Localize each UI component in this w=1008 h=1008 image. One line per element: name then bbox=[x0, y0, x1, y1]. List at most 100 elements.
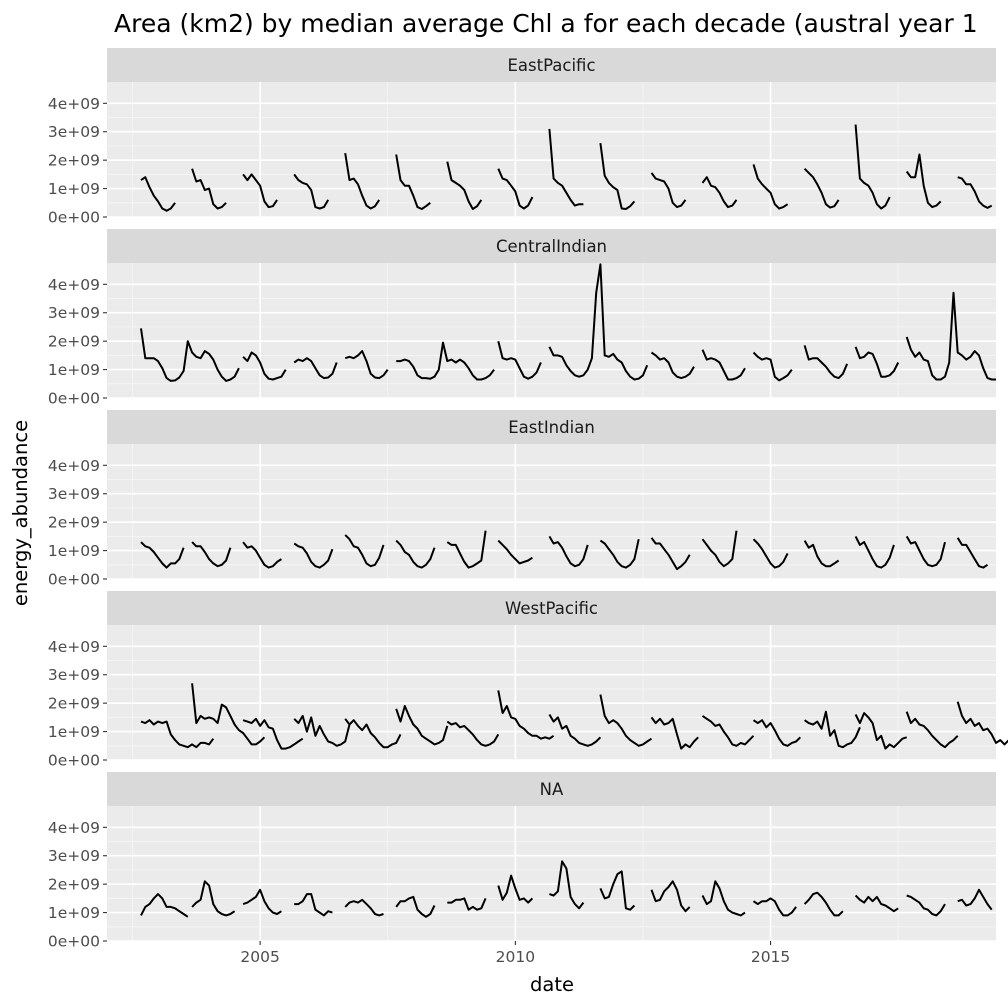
y-tick-label: 2e+09 bbox=[48, 876, 100, 894]
facet-panels: EastPacific 0e+00 1e+09 2e+09 3e+09 4e+09 Cent… bbox=[48, 48, 1008, 951]
y-tick-label: 3e+09 bbox=[48, 666, 100, 684]
y-tick-label: 4e+09 bbox=[48, 457, 100, 475]
series-line-segment bbox=[293, 542, 334, 569]
facet-strip-label: CentralIndian bbox=[496, 237, 607, 256]
series-line-segment bbox=[701, 880, 746, 917]
y-tick-label: 2e+09 bbox=[48, 152, 100, 170]
series-line-segment bbox=[140, 719, 215, 749]
facet-panel: EastPacific 0e+00 1e+09 2e+09 3e+09 4e+09 bbox=[48, 48, 996, 227]
facet-panel: CentralIndian 0e+00 1e+09 2e+09 3e+09 4e+09 bbox=[48, 229, 996, 408]
series-line-segment bbox=[804, 710, 861, 749]
series-line-segment bbox=[344, 350, 389, 380]
facet-panel: NA 0e+00 1e+09 2e+09 3e+09 4e+09 bbox=[48, 772, 996, 951]
series-line-segment bbox=[803, 891, 844, 917]
series-line-segment bbox=[344, 898, 384, 917]
panel-background bbox=[107, 806, 996, 941]
y-tick-label: 1e+09 bbox=[48, 904, 100, 922]
series-line-segment bbox=[293, 714, 351, 747]
series-line-segment bbox=[395, 154, 431, 210]
series-line-segment bbox=[956, 701, 1008, 746]
y-tick-label: 0e+00 bbox=[48, 209, 100, 227]
y-tick-label: 4e+09 bbox=[48, 819, 100, 837]
y-tick-label: 4e+09 bbox=[48, 95, 100, 113]
series-line-segment bbox=[140, 176, 176, 212]
x-tick-label: 2005 bbox=[240, 948, 279, 966]
facet-strip bbox=[107, 591, 996, 625]
facet-strip bbox=[107, 229, 996, 263]
series-line-segment bbox=[395, 539, 436, 569]
series-line-segment bbox=[396, 341, 495, 381]
series-line-segment bbox=[854, 346, 900, 378]
y-tick-label: 1e+09 bbox=[48, 723, 100, 741]
y-tick-label: 0e+00 bbox=[48, 390, 100, 408]
series-line-segment bbox=[293, 173, 330, 210]
facet-strip bbox=[107, 772, 996, 806]
series-line-segment bbox=[752, 164, 789, 210]
series-line-segment bbox=[140, 328, 240, 382]
series-line-segment bbox=[497, 690, 555, 740]
y-tick-label: 2e+09 bbox=[48, 695, 100, 713]
y-tick-label: 3e+09 bbox=[48, 304, 100, 322]
series-line-segment bbox=[752, 719, 802, 747]
x-axis: 2005 2010 2015 bbox=[240, 941, 790, 966]
series-line-segment bbox=[191, 168, 227, 210]
series-line-segment bbox=[344, 718, 402, 749]
y-tick-label: 4e+09 bbox=[48, 638, 100, 656]
series-line-segment bbox=[140, 541, 185, 569]
series-line-segment bbox=[497, 168, 534, 210]
chart-title: Area (km2) by median average Chl a for e… bbox=[114, 9, 978, 38]
y-tick-label: 1e+09 bbox=[48, 180, 100, 198]
series-line-segment bbox=[854, 712, 908, 750]
panel-background bbox=[107, 625, 996, 760]
x-tick-label: 2015 bbox=[751, 948, 790, 966]
series-line-segment bbox=[140, 893, 189, 918]
facet-strip bbox=[107, 410, 996, 444]
facet-panel: WestPacific 0e+00 1e+09 2e+09 3e+09 4e+09 bbox=[48, 591, 1008, 770]
series-line-segment bbox=[905, 711, 959, 749]
series-line-segment bbox=[905, 535, 946, 568]
series-line-segment bbox=[956, 537, 989, 569]
y-tick-label: 0e+00 bbox=[48, 571, 100, 589]
series-line-segment bbox=[446, 720, 500, 747]
y-tick-label: 2e+09 bbox=[48, 333, 100, 351]
series-line-segment bbox=[905, 153, 942, 209]
y-tick-label: 3e+09 bbox=[48, 847, 100, 865]
series-line-segment bbox=[701, 349, 746, 381]
y-tick-label: 1e+09 bbox=[48, 542, 100, 560]
series-line-segment bbox=[549, 860, 585, 910]
series-line-segment bbox=[906, 894, 946, 917]
series-line-segment bbox=[803, 345, 849, 380]
series-line-segment bbox=[803, 540, 840, 568]
y-tick-label: 3e+09 bbox=[48, 485, 100, 503]
y-tick-label: 1e+09 bbox=[48, 361, 100, 379]
y-tick-label: 2e+09 bbox=[48, 514, 100, 532]
facet-strip-label: EastIndian bbox=[508, 418, 595, 437]
series-line-segment bbox=[191, 880, 236, 917]
series-line-segment bbox=[957, 176, 993, 209]
series-line-segment bbox=[395, 705, 449, 746]
series-line-segment bbox=[344, 152, 381, 210]
series-line-segment bbox=[447, 897, 487, 911]
series-line-segment bbox=[548, 713, 602, 747]
x-axis-title: date bbox=[530, 973, 574, 996]
series-line-segment bbox=[548, 535, 589, 568]
series-line-segment bbox=[650, 537, 691, 571]
facet-strip-label: NA bbox=[540, 780, 564, 799]
series-line-segment bbox=[650, 172, 687, 209]
series-line-segment bbox=[957, 888, 993, 911]
series-line-segment bbox=[242, 173, 278, 209]
series-line-segment bbox=[701, 715, 755, 747]
facet-strip bbox=[107, 48, 996, 82]
series-line-segment bbox=[548, 263, 649, 381]
series-line-segment bbox=[242, 888, 282, 915]
facet-strip-label: EastPacific bbox=[507, 56, 595, 75]
series-line-segment bbox=[191, 541, 232, 568]
series-line-segment bbox=[446, 530, 487, 569]
series-line-segment bbox=[395, 895, 436, 918]
series-line-segment bbox=[650, 351, 695, 380]
series-line-segment bbox=[599, 142, 636, 210]
series-line-segment bbox=[242, 717, 304, 750]
series-line-segment bbox=[446, 161, 483, 210]
series-line-segment bbox=[548, 128, 584, 207]
